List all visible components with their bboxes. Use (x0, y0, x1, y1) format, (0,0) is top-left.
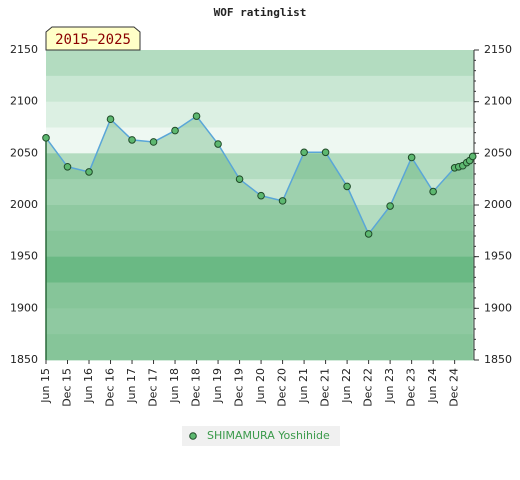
band (46, 230, 474, 258)
point (278, 197, 287, 205)
x-tick-label: Jun 19 (211, 368, 224, 404)
y-tick-label-right: 2150 (484, 43, 512, 56)
y-tick-label: 2100 (10, 95, 38, 108)
legend-label: SHIMAMURA Yoshihide (207, 429, 330, 442)
badge (45, 26, 141, 51)
x-tick-label: Jun 20 (254, 368, 267, 404)
band (46, 256, 474, 283)
x-tick-label: Jun 15 (39, 368, 52, 404)
point (468, 152, 477, 161)
y-tick-label-right: 1850 (484, 353, 512, 366)
x-tick-label: Jun 24 (426, 368, 439, 404)
area (46, 116, 473, 360)
point (63, 162, 72, 171)
x-tick-label: Dec 18 (190, 368, 203, 407)
band (46, 308, 474, 335)
point (128, 136, 136, 144)
x-tick-label: Jun 16 (82, 368, 95, 404)
point (321, 148, 330, 157)
x-tick-label: Dec 17 (147, 368, 160, 407)
band (46, 153, 474, 180)
legend-box (182, 426, 340, 446)
band (46, 282, 474, 309)
point (192, 112, 201, 120)
x-tick-label: Dec 16 (104, 368, 117, 407)
y-tick-label-right: 1950 (484, 250, 512, 263)
x-tick-label: Dec 19 (233, 368, 246, 407)
band (46, 205, 474, 232)
point (257, 191, 265, 200)
point (364, 230, 373, 238)
point (171, 126, 179, 135)
x-tick-label: Dec 15 (61, 368, 74, 407)
y-tick-label-right: 2000 (484, 198, 512, 211)
annotation: 2015–2025 (55, 32, 131, 48)
x-tick-label: Jun 22 (340, 368, 353, 404)
y-tick-label: 2050 (10, 146, 38, 159)
point (214, 140, 222, 148)
y-tick-label: 2000 (10, 198, 38, 211)
band (46, 127, 474, 154)
x-tick-label: Dec 20 (276, 368, 289, 407)
x-tick-label: Jun 17 (125, 368, 138, 404)
y-tick-label: 1950 (10, 250, 38, 263)
x-tick-label: Jun 21 (297, 368, 310, 404)
y-tick-label: 2150 (10, 43, 38, 56)
band (46, 50, 474, 77)
x-tick-label: Jun 23 (383, 368, 396, 404)
y-tick-label-right: 2050 (484, 146, 512, 159)
legend-marker (189, 432, 197, 440)
point (407, 153, 416, 162)
y-tick-label-right: 2100 (484, 95, 512, 108)
point (149, 138, 158, 146)
x-tick-label: Dec 21 (319, 368, 332, 407)
band (46, 334, 474, 361)
x-tick-label: Dec 22 (362, 368, 375, 407)
point (300, 148, 308, 157)
band (46, 101, 474, 128)
point (106, 115, 115, 124)
chart-title: WOF ratinglist (214, 6, 307, 19)
point (85, 168, 93, 176)
y-tick-label: 1850 (10, 353, 38, 366)
band (46, 75, 474, 103)
y-tick-label: 1900 (10, 301, 38, 314)
point (42, 134, 50, 142)
x-tick-label: Dec 24 (448, 368, 461, 407)
x-tick-label: Jun 18 (168, 368, 181, 404)
point (429, 187, 437, 196)
point (386, 202, 394, 210)
x-tick-label: Dec 23 (405, 368, 418, 407)
y-tick-label-right: 1900 (484, 301, 512, 314)
point (235, 175, 244, 183)
point (343, 182, 351, 191)
